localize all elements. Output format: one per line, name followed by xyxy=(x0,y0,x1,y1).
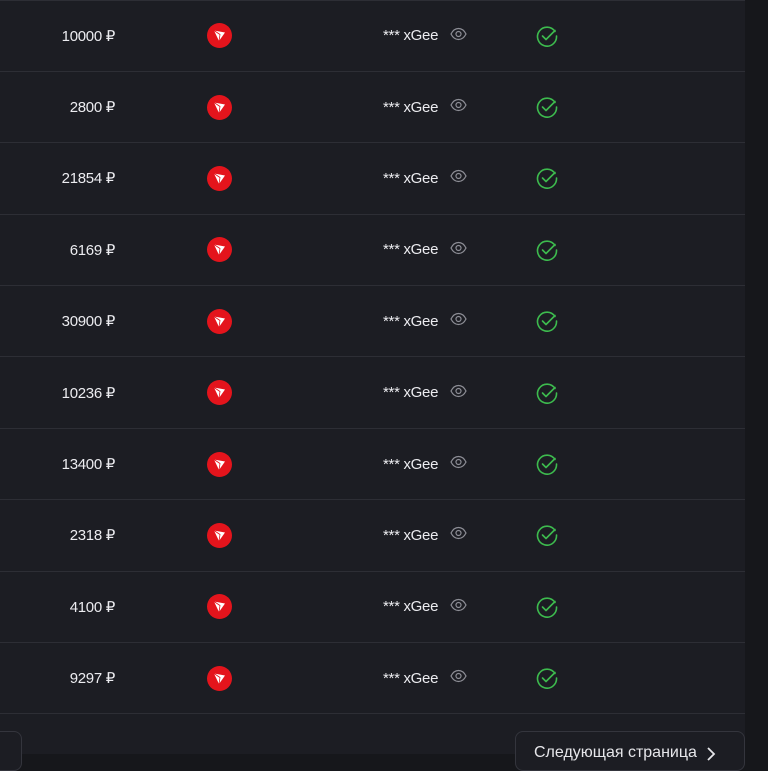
amount: 10236 ₽ xyxy=(61,384,116,402)
check-circle-icon xyxy=(536,240,558,261)
tron-icon xyxy=(207,308,232,334)
amount: 6169 ₽ xyxy=(69,241,116,259)
tron-icon xyxy=(207,380,232,406)
table-row: 10000 ₽ *** xGee xyxy=(0,1,745,72)
divider xyxy=(0,0,745,1)
eye-icon[interactable] xyxy=(450,98,467,112)
amount: 10000 ₽ xyxy=(61,27,116,45)
next-page-button[interactable]: Следующая страница xyxy=(515,731,745,771)
tron-icon xyxy=(207,522,232,548)
username: *** xGee xyxy=(383,169,439,187)
username: *** xGee xyxy=(383,384,439,402)
tron-icon xyxy=(207,594,232,620)
username: *** xGee xyxy=(383,669,439,687)
check-circle-icon xyxy=(536,454,558,476)
eye-icon[interactable] xyxy=(450,384,467,398)
username: *** xGee xyxy=(383,27,439,45)
amount: 30900 ₽ xyxy=(61,313,116,331)
chevron-right-icon xyxy=(707,747,716,761)
tron-icon xyxy=(207,165,232,191)
username: *** xGee xyxy=(383,526,439,544)
check-circle-icon xyxy=(536,311,558,333)
table-row: 2800 ₽ *** xGee xyxy=(0,72,745,144)
username: *** xGee xyxy=(383,598,439,616)
amount: 13400 ₽ xyxy=(61,456,116,474)
check-circle-icon xyxy=(536,168,558,190)
check-circle-icon xyxy=(536,26,558,47)
eye-icon[interactable] xyxy=(450,241,467,255)
table-row: 13400 ₽ *** xGee xyxy=(0,429,745,501)
table-row: 4100 ₽ *** xGee xyxy=(0,572,745,644)
eye-icon[interactable] xyxy=(450,312,467,326)
username: *** xGee xyxy=(383,241,439,259)
username: *** xGee xyxy=(383,312,439,330)
check-circle-icon xyxy=(536,525,558,547)
tron-icon xyxy=(207,451,232,477)
amount: 2318 ₽ xyxy=(69,527,116,545)
amount: 21854 ₽ xyxy=(61,170,116,188)
prev-page-button[interactable] xyxy=(0,731,22,771)
table-row: 2318 ₽ *** xGee xyxy=(0,500,745,572)
username: *** xGee xyxy=(383,98,439,116)
next-page-label: Следующая страница xyxy=(534,744,697,761)
eye-icon[interactable] xyxy=(450,526,467,540)
check-circle-icon xyxy=(536,668,558,690)
amount: 2800 ₽ xyxy=(69,99,116,117)
tron-icon xyxy=(207,23,232,49)
username: *** xGee xyxy=(383,455,439,473)
table-row: 30900 ₽ *** xGee xyxy=(0,286,745,358)
tron-icon xyxy=(207,665,232,691)
eye-icon[interactable] xyxy=(450,27,467,41)
eye-icon[interactable] xyxy=(450,669,467,683)
eye-icon[interactable] xyxy=(450,598,467,612)
check-circle-icon xyxy=(536,97,558,119)
amount: 4100 ₽ xyxy=(69,598,116,616)
table-row: 10236 ₽ *** xGee xyxy=(0,358,745,429)
check-circle-icon xyxy=(536,597,558,618)
table-row: 9297 ₽ *** xGee xyxy=(0,643,745,715)
eye-icon[interactable] xyxy=(450,169,467,183)
amount: 9297 ₽ xyxy=(69,670,116,688)
tron-icon xyxy=(207,237,232,263)
eye-icon[interactable] xyxy=(450,455,467,469)
tron-icon xyxy=(207,94,232,120)
transactions-panel: 10000 ₽ *** xGee 2800 ₽ *** xGee 21854 ₽… xyxy=(0,0,745,771)
table-row: 6169 ₽ *** xGee xyxy=(0,215,745,287)
check-circle-icon xyxy=(536,383,558,404)
table-row: 21854 ₽ *** xGee xyxy=(0,143,745,215)
